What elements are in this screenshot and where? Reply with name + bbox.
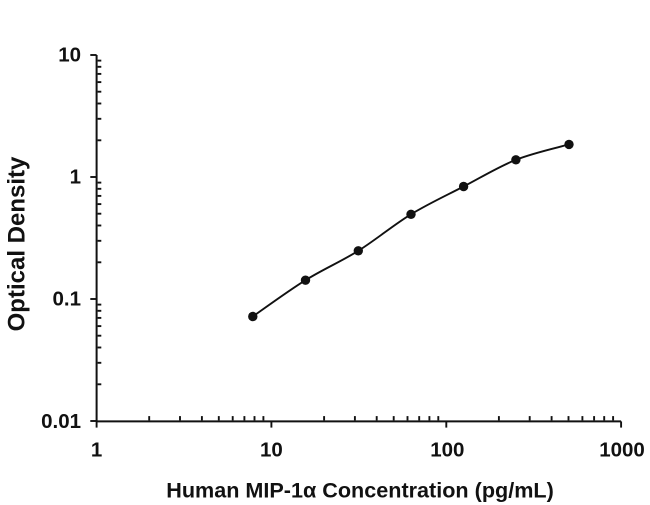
- svg-text:100: 100: [430, 439, 464, 462]
- svg-text:1: 1: [91, 439, 102, 462]
- svg-text:Optical Density: Optical Density: [4, 156, 31, 331]
- svg-text:10: 10: [260, 439, 283, 462]
- svg-text:10: 10: [58, 44, 81, 67]
- svg-text:0.1: 0.1: [53, 288, 82, 311]
- svg-text:1000: 1000: [599, 439, 645, 462]
- svg-text:Human MIP-1α Concentration (pg: Human MIP-1α Concentration (pg/mL): [166, 477, 554, 502]
- svg-text:1: 1: [70, 166, 81, 189]
- svg-text:0.01: 0.01: [41, 410, 81, 433]
